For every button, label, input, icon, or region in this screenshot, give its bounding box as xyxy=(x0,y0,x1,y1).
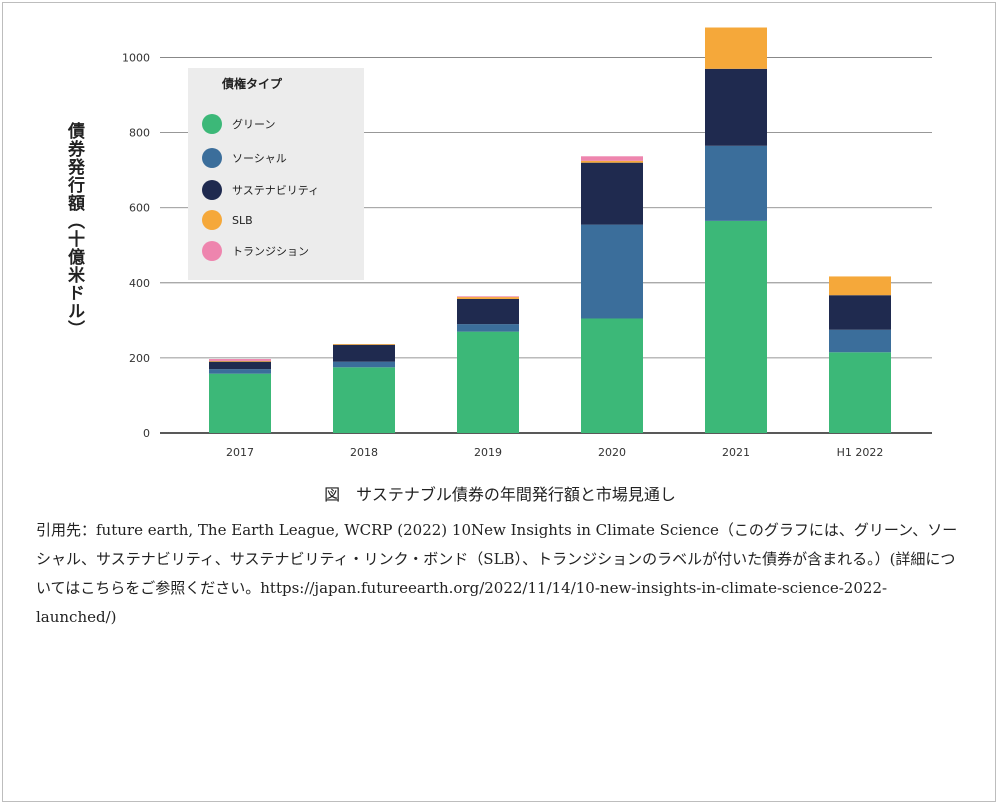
bar-segment xyxy=(581,162,643,225)
y-tick-label: 1000 xyxy=(122,52,150,65)
bar-segment xyxy=(457,331,519,433)
bar-segment xyxy=(705,27,767,69)
legend-swatch xyxy=(202,241,222,261)
bar-segment xyxy=(581,156,643,161)
x-tick-label: 2017 xyxy=(226,446,254,459)
tick-labels: 0 200 400 600 800 1000 2017 2018 2019 2020 2021 H1 … xyxy=(122,52,883,459)
x-tick-label: 2020 xyxy=(598,446,626,459)
bar-segment xyxy=(457,297,519,299)
bar-segment xyxy=(457,298,519,325)
y-tick-label: 400 xyxy=(129,277,150,290)
figure-caption: 図 サステナブル債券の年間発行額と市場見通し xyxy=(324,485,676,504)
bar-segment xyxy=(209,359,271,361)
x-tick-label: 2018 xyxy=(350,446,378,459)
legend-swatch xyxy=(202,148,222,168)
bar-segment xyxy=(705,145,767,221)
bar-segment xyxy=(581,160,643,163)
bar-segment xyxy=(705,220,767,433)
legend-label: グリーン xyxy=(232,117,275,131)
x-tick-label: 2021 xyxy=(722,446,750,459)
bar-segment xyxy=(581,224,643,319)
y-tick-label: 200 xyxy=(129,352,150,365)
legend-label: トランジション xyxy=(232,245,309,258)
y-tick-label: 800 xyxy=(129,127,150,140)
x-tick-label: H1 2022 xyxy=(837,446,884,459)
legend-swatch xyxy=(202,210,222,230)
bar-segment xyxy=(209,369,271,374)
bar-segment xyxy=(333,361,395,368)
bar-segment xyxy=(581,318,643,433)
bar-segment xyxy=(333,344,395,362)
bar-segment xyxy=(209,360,271,362)
bar-segment xyxy=(209,361,271,370)
legend-swatch xyxy=(202,114,222,134)
bar-segment xyxy=(333,344,395,345)
bar-segment xyxy=(705,68,767,146)
source-text: 引用先：future earth, The Earth League, WCRP… xyxy=(36,521,958,626)
bar-segment xyxy=(829,276,891,296)
legend-swatch xyxy=(202,180,222,200)
legend-label: ソーシャル xyxy=(232,152,287,165)
legend-label: SLB xyxy=(232,214,253,227)
y-tick-label: 0 xyxy=(143,427,150,440)
bars xyxy=(209,27,891,433)
y-axis-label: 債券発行額（十億米ドル） xyxy=(64,122,84,338)
bar-segment xyxy=(209,373,271,433)
legend-title: 債権タイプ xyxy=(221,76,283,91)
bar-segment xyxy=(457,324,519,332)
bar-segment xyxy=(829,295,891,330)
legend-label: サステナビリティ xyxy=(232,184,319,197)
x-tick-label: 2019 xyxy=(474,446,502,459)
stacked-bar-chart: 0 200 400 600 800 1000 2017 2018 2019 2020 2021 H1 … xyxy=(122,27,932,459)
bar-segment xyxy=(457,296,519,298)
y-tick-label: 600 xyxy=(129,202,150,215)
bar-segment xyxy=(829,352,891,433)
bar-segment xyxy=(333,367,395,433)
bar-segment xyxy=(829,329,891,353)
